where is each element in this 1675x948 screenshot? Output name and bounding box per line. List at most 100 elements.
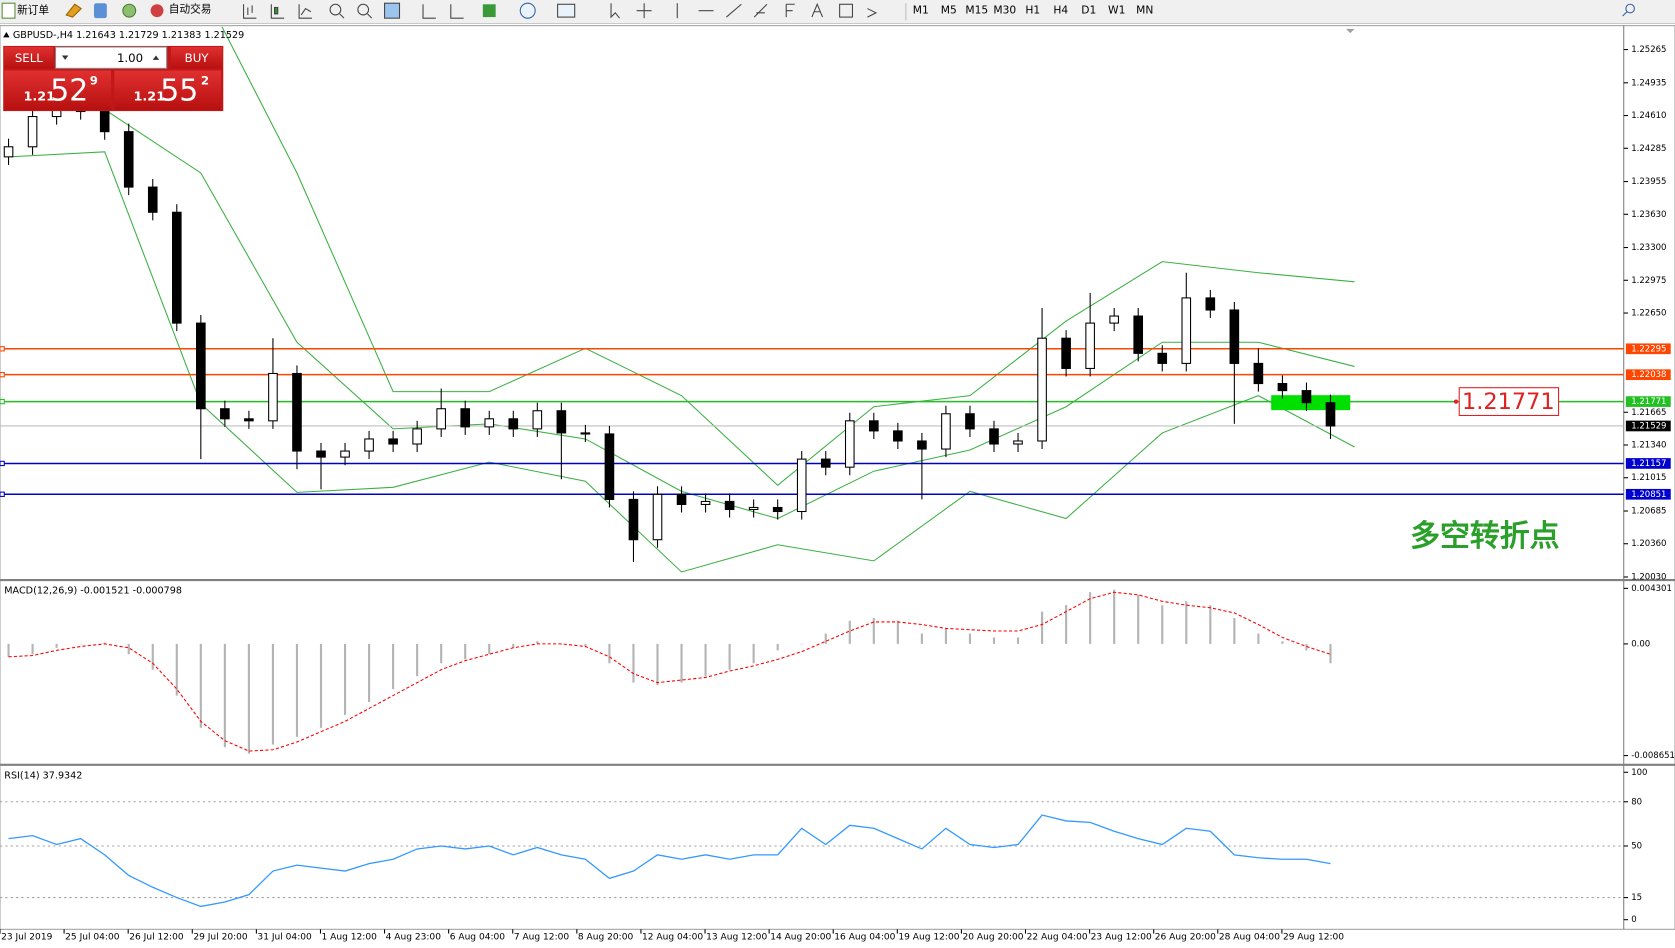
level-label-bg bbox=[1625, 396, 1671, 407]
macd-bar bbox=[151, 643, 154, 670]
candle-body bbox=[364, 438, 374, 452]
timeframe-buttons: M1 M5 M15 M30 H1 H4 D1 W1 MN bbox=[905, 3, 1153, 21]
x-tick-label: 8 Aug 20:00 bbox=[578, 932, 634, 942]
candle-body bbox=[123, 131, 134, 188]
macd-bar bbox=[1305, 643, 1308, 651]
macd-bar bbox=[1209, 605, 1212, 644]
buy-price-small: 2 bbox=[201, 74, 209, 88]
timeframe-button[interactable]: H4 bbox=[1053, 4, 1068, 17]
search-icon[interactable] bbox=[1622, 3, 1635, 17]
current-price-bg bbox=[1625, 420, 1671, 432]
level-anchor bbox=[0, 398, 5, 405]
x-tick-label: 6 Aug 04:00 bbox=[450, 932, 506, 942]
timeframe-button[interactable]: W1 bbox=[1108, 4, 1125, 17]
macd-bar bbox=[1089, 592, 1092, 644]
candle-body bbox=[388, 438, 398, 445]
candle-body bbox=[99, 110, 110, 133]
callout-box bbox=[1458, 387, 1560, 417]
lot-down[interactable] bbox=[61, 55, 69, 60]
timeframe-button[interactable]: D1 bbox=[1081, 4, 1096, 17]
macd-bar bbox=[416, 643, 419, 677]
macd-bar bbox=[968, 633, 972, 644]
level-label: 1.22295 bbox=[1631, 344, 1666, 354]
candle-body bbox=[917, 440, 927, 450]
level-anchor bbox=[0, 460, 5, 467]
level-anchor bbox=[0, 346, 5, 352]
x-tick-label: 1 Aug 12:00 bbox=[322, 932, 378, 942]
macd-bar bbox=[848, 620, 851, 644]
x-tick-label: 4 Aug 23:00 bbox=[386, 932, 442, 942]
buy-button[interactable]: BUY bbox=[170, 46, 223, 69]
macd-bar bbox=[1016, 637, 1020, 644]
auto-trading-button[interactable]: 自动交易 bbox=[150, 3, 212, 18]
timeframe-button[interactable]: MN bbox=[1136, 4, 1153, 17]
candle-body bbox=[1253, 362, 1264, 385]
y-tick-label: 1.20360 bbox=[1631, 539, 1666, 549]
y-tick-label: 1.21015 bbox=[1631, 473, 1666, 483]
y-tick-label: 0.004301 bbox=[1631, 584, 1672, 594]
x-tick-label: 12 Aug 04:00 bbox=[642, 932, 703, 942]
candle-body bbox=[869, 420, 879, 432]
candle-body bbox=[436, 408, 446, 430]
buy-price[interactable]: 1.21 55 2 bbox=[114, 70, 222, 111]
lot-up[interactable] bbox=[152, 55, 160, 60]
lot-input[interactable] bbox=[55, 46, 168, 69]
rsi-line bbox=[8, 814, 1331, 908]
timeframe-button[interactable]: M30 bbox=[993, 4, 1016, 17]
level-anchor bbox=[0, 372, 5, 378]
macd-title: MACD(12,26,9) -0.001521 -0.000798 bbox=[4, 586, 182, 597]
x-tick-label: 20 Aug 20:00 bbox=[962, 932, 1023, 942]
new-order-label: 新订单 bbox=[17, 4, 49, 17]
level-label: 1.20851 bbox=[1631, 490, 1666, 500]
candle-body bbox=[1109, 315, 1119, 324]
candle-body bbox=[532, 410, 543, 430]
x-tick-label: 16 Aug 04:00 bbox=[834, 932, 895, 942]
symbol-info: GBPUSD-,H4 1.21643 1.21729 1.21383 1.215… bbox=[13, 30, 244, 41]
macd-bar bbox=[1113, 589, 1116, 644]
candle-body bbox=[604, 433, 615, 500]
x-tick-label: 26 Jul 12:00 bbox=[129, 932, 184, 942]
macd-bar bbox=[656, 643, 659, 686]
macd-bar bbox=[343, 643, 347, 715]
level-label: 1.22038 bbox=[1631, 370, 1666, 380]
y-tick-label: 1.24610 bbox=[1631, 111, 1666, 121]
sell-button[interactable]: SELL bbox=[4, 46, 54, 69]
callout-dot bbox=[1453, 399, 1459, 404]
drawing-tools bbox=[243, 2, 878, 19]
candle-body bbox=[1013, 440, 1023, 445]
macd-bar bbox=[127, 643, 130, 655]
x-tick-label: 29 Jul 20:00 bbox=[193, 932, 248, 942]
callout-price: 1.21771 bbox=[1462, 389, 1555, 415]
timeframe-button[interactable]: M5 bbox=[941, 4, 957, 17]
x-tick-label: 28 Aug 04:00 bbox=[1219, 932, 1280, 942]
candle-body bbox=[628, 498, 639, 541]
sell-price-big: 1.21 bbox=[24, 90, 56, 105]
candle-body bbox=[844, 420, 855, 468]
candle-body bbox=[1325, 402, 1336, 427]
macd-bar bbox=[223, 643, 226, 748]
new-order-button[interactable]: 新订单 bbox=[1, 2, 49, 19]
sell-price[interactable]: 1.21 52 9 bbox=[4, 70, 112, 111]
candle-body bbox=[556, 410, 567, 434]
y-tick-label: 1.23630 bbox=[1631, 210, 1666, 220]
level-label: 1.21771 bbox=[1631, 397, 1666, 407]
candle-body bbox=[316, 450, 326, 458]
timeframe-button[interactable]: M1 bbox=[913, 4, 929, 17]
timeframe-button[interactable]: M15 bbox=[965, 4, 988, 17]
timeframe-button[interactable]: H1 bbox=[1025, 4, 1040, 17]
bollinger-lower bbox=[8, 151, 1355, 573]
x-tick-label: 23 Jul 2019 bbox=[1, 932, 53, 942]
x-tick-label: 29 Aug 12:00 bbox=[1283, 932, 1344, 942]
macd-bar bbox=[55, 643, 58, 648]
x-tick-label: 13 Aug 12:00 bbox=[706, 932, 767, 942]
candle-body bbox=[1229, 309, 1240, 364]
bollinger-upper bbox=[221, 26, 1355, 487]
x-tick-label: 23 Aug 12:00 bbox=[1091, 932, 1152, 942]
y-tick-label: 1.23955 bbox=[1631, 177, 1666, 187]
candle-body bbox=[965, 413, 975, 430]
y-tick-label: 1.20030 bbox=[1631, 572, 1666, 582]
macd-bar bbox=[31, 643, 34, 655]
candle-body bbox=[748, 506, 759, 511]
